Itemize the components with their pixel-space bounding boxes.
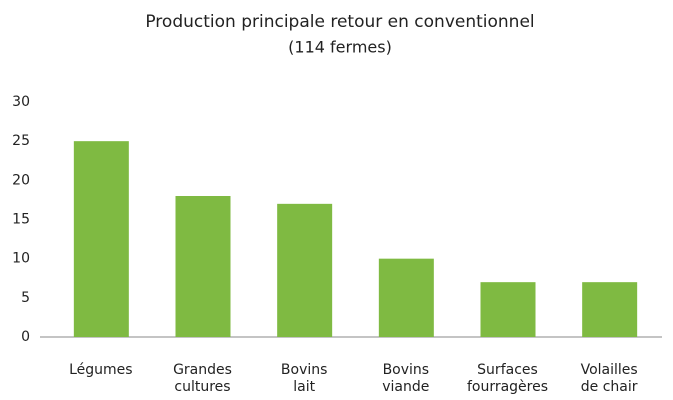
bar [582, 282, 638, 337]
bar [480, 282, 536, 337]
x-tick-label: cultures [174, 379, 230, 395]
y-tick-label: 15 [12, 212, 30, 228]
x-tick-label: fourragères [467, 379, 548, 395]
y-tick-label: 0 [21, 329, 30, 345]
bar [175, 196, 231, 337]
y-tick-label: 25 [12, 133, 30, 149]
x-tick-label: Grandes [173, 362, 232, 378]
x-tick-label: viande [382, 379, 429, 395]
x-tick-label: de chair [581, 379, 638, 395]
x-tick-label: Bovins [383, 362, 430, 378]
bar [277, 203, 333, 337]
bar [378, 258, 434, 337]
y-tick-label: 30 [12, 94, 30, 110]
x-tick-label: Légumes [69, 362, 132, 378]
chart-title: Production principale retour en conventi… [145, 12, 534, 32]
x-tick-label: Volailles [581, 362, 638, 378]
bar [73, 141, 129, 337]
x-tick-label: Surfaces [477, 362, 538, 378]
chart-subtitle: (114 fermes) [288, 38, 392, 57]
y-tick-label: 5 [21, 290, 30, 306]
y-tick-label: 10 [12, 251, 30, 267]
x-tick-label: Bovins [281, 362, 328, 378]
x-tick-label: lait [293, 379, 315, 395]
y-tick-label: 20 [12, 172, 30, 188]
